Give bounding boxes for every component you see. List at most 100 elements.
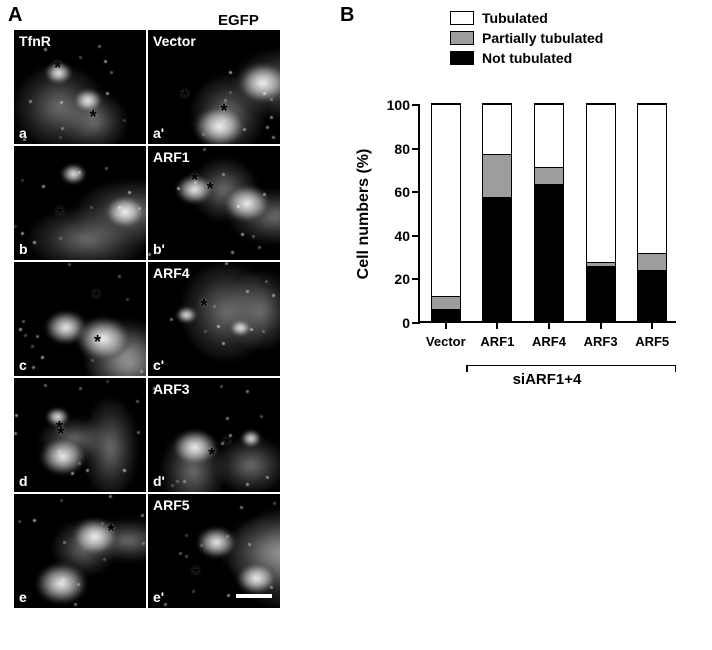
- bar: [431, 103, 461, 321]
- asterisk: *: [93, 287, 100, 308]
- subpanel-label: b': [153, 241, 165, 257]
- micrograph-egfp: Vector**a': [148, 30, 280, 144]
- legend-label: Tubulated: [482, 10, 548, 26]
- subpanel-label: e': [153, 589, 164, 605]
- asterisk: *: [207, 179, 214, 200]
- bar: [637, 103, 667, 321]
- asterisk: *: [57, 424, 64, 445]
- subpanel-label: b: [19, 241, 28, 257]
- legend-item: Not tubulated: [450, 50, 603, 66]
- x-tick-label: ARF5: [635, 334, 669, 349]
- y-tick-label: 0: [380, 315, 410, 331]
- asterisk: *: [107, 521, 114, 542]
- asterisk: *: [220, 101, 227, 122]
- bar: [534, 103, 564, 321]
- asterisk: *: [200, 296, 207, 317]
- asterisk: *: [181, 87, 188, 108]
- micrograph-egfp: ARF4*c': [148, 262, 280, 376]
- bar-segment: [483, 104, 511, 154]
- group-label-text: siARF1+4: [513, 371, 582, 388]
- y-tick-label: 20: [380, 271, 410, 287]
- subpanel-label: e: [19, 589, 27, 605]
- legend-swatch: [450, 31, 474, 45]
- subpanel-label: d: [19, 473, 28, 489]
- scale-bar: [236, 594, 272, 598]
- asterisk: *: [208, 445, 215, 466]
- micrograph-tfnr: **d: [14, 378, 146, 492]
- micrograph-tfnr: *b: [14, 146, 146, 260]
- plot-area: 020406080100VectorARF1ARF4ARF3ARF5: [418, 105, 676, 323]
- subpanel-label: c': [153, 357, 164, 373]
- x-tick-label: ARF4: [532, 334, 566, 349]
- panel-label-b: B: [340, 4, 354, 27]
- micrograph-tfnr: *e: [14, 494, 146, 608]
- bar-segment: [638, 270, 666, 320]
- x-tick-label: ARF3: [584, 334, 618, 349]
- chart: Cell numbers (%) 020406080100VectorARF1A…: [366, 105, 686, 385]
- asterisk: *: [224, 434, 231, 455]
- bar-segment: [432, 104, 460, 296]
- bar-segment: [432, 309, 460, 320]
- column-header-left: TfnR: [19, 33, 51, 49]
- subpanel-label: c: [19, 357, 27, 373]
- legend: Tubulated Partially tubulated Not tubulate…: [450, 10, 603, 70]
- condition-label: Vector: [153, 33, 196, 49]
- bar-segment: [432, 296, 460, 309]
- x-tick: [496, 321, 498, 329]
- bar: [586, 103, 616, 321]
- asterisk: *: [54, 58, 61, 79]
- legend-swatch: [450, 51, 474, 65]
- bar-segment: [535, 167, 563, 184]
- bar-segment: [587, 266, 615, 320]
- bar-segment: [638, 253, 666, 270]
- image-row: *eARF5*e': [14, 494, 284, 608]
- legend-item: Partially tubulated: [450, 30, 603, 46]
- y-tick-label: 40: [380, 228, 410, 244]
- legend-label: Partially tubulated: [482, 30, 603, 46]
- legend-item: Tubulated: [450, 10, 603, 26]
- y-tick-label: 100: [380, 97, 410, 113]
- bar: [482, 103, 512, 321]
- condition-label: ARF5: [153, 497, 190, 513]
- asterisk: *: [94, 332, 101, 353]
- panel-label-a: A: [8, 4, 22, 27]
- micrograph-tfnr: TfnR**a: [14, 30, 146, 144]
- image-row: * * d ARF3 * * d': [14, 378, 284, 492]
- bar-segment: [535, 184, 563, 320]
- x-tick: [600, 321, 602, 329]
- image-row: *bARF1**b': [14, 146, 284, 260]
- panel-a: TfnR**aVector**a'*bARF1**b'**cARF4*c'**d…: [14, 30, 284, 610]
- condition-label: ARF3: [153, 381, 190, 397]
- x-tick-label: ARF1: [480, 334, 514, 349]
- group-label: siARF1+4: [418, 371, 676, 388]
- y-tick: [412, 104, 420, 106]
- subpanel-label: d': [153, 473, 165, 489]
- image-row: TfnR**aVector**a': [14, 30, 284, 144]
- x-tick-label: Vector: [426, 334, 466, 349]
- y-axis-label: Cell numbers (%): [355, 149, 373, 280]
- asterisk: *: [56, 204, 63, 225]
- bar-segment: [638, 104, 666, 253]
- micrograph-tfnr: * * c: [14, 262, 146, 376]
- micrograph-egfp: ARF5 * e': [148, 494, 280, 608]
- y-tick: [412, 148, 420, 150]
- micrograph-egfp: ARF3 * * d': [148, 378, 280, 492]
- y-tick: [412, 278, 420, 280]
- x-tick: [651, 321, 653, 329]
- asterisk: *: [192, 564, 199, 585]
- y-tick: [412, 235, 420, 237]
- subpanel-label: a: [19, 125, 27, 141]
- y-tick: [412, 191, 420, 193]
- column-header-right: EGFP: [218, 12, 259, 29]
- y-tick-label: 60: [380, 184, 410, 200]
- x-tick: [548, 321, 550, 329]
- bar-segment: [535, 104, 563, 167]
- condition-label: ARF1: [153, 149, 190, 165]
- y-tick-label: 80: [380, 141, 410, 157]
- bar-segment: [483, 154, 511, 197]
- image-row: **cARF4*c': [14, 262, 284, 376]
- bar-segment: [483, 197, 511, 320]
- group-bracket: [466, 365, 676, 371]
- asterisk: *: [90, 107, 97, 128]
- asterisk: *: [191, 170, 198, 191]
